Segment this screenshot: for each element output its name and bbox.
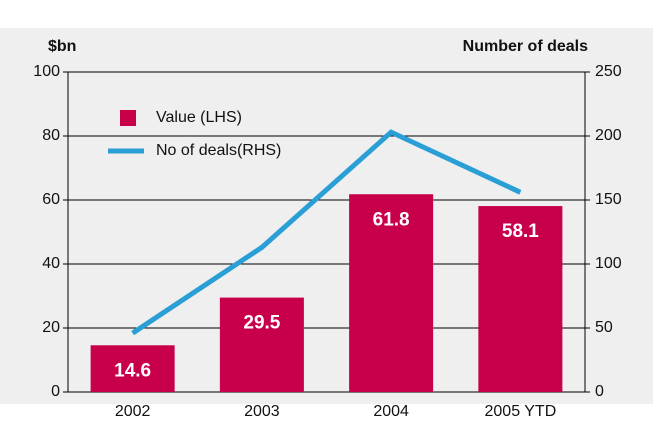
x-tick-label: 2002: [115, 403, 151, 420]
data-label: 14.6: [114, 360, 151, 381]
x-tick-label: 2003: [244, 403, 280, 420]
data-label: 58.1: [502, 221, 539, 242]
line: [131, 129, 522, 336]
bar: [90, 345, 175, 392]
y2-tick-label: 50: [595, 319, 613, 336]
y-tick-label: 40: [42, 255, 60, 272]
y2-tick-label: 200: [595, 127, 622, 144]
legend-label: No of deals(RHS): [156, 142, 281, 159]
x-tick-label: 2005 YTD: [485, 403, 557, 420]
y-axis-label: $bn: [48, 38, 76, 55]
x-tick-label: 2004: [373, 403, 409, 420]
y2-tick-label: 100: [595, 255, 622, 272]
bar: [349, 194, 434, 392]
y-tick-label: 100: [33, 63, 60, 80]
bar: [219, 297, 304, 392]
y-tick-label: 80: [42, 127, 60, 144]
bar: [478, 206, 563, 392]
data-label: 61.8: [373, 209, 410, 230]
y2-tick-label: 250: [595, 63, 622, 80]
y-tick-label: 20: [42, 319, 60, 336]
y2-axis-label: Number of deals: [463, 38, 588, 55]
y2-tick-label: 0: [595, 383, 604, 400]
legend-label: Value (LHS): [156, 109, 242, 126]
legend-swatch: [120, 110, 136, 126]
y-tick-label: 0: [51, 383, 60, 400]
y2-tick-label: 150: [595, 191, 622, 208]
y-tick-label: 60: [42, 191, 60, 208]
data-label: 29.5: [243, 313, 280, 334]
